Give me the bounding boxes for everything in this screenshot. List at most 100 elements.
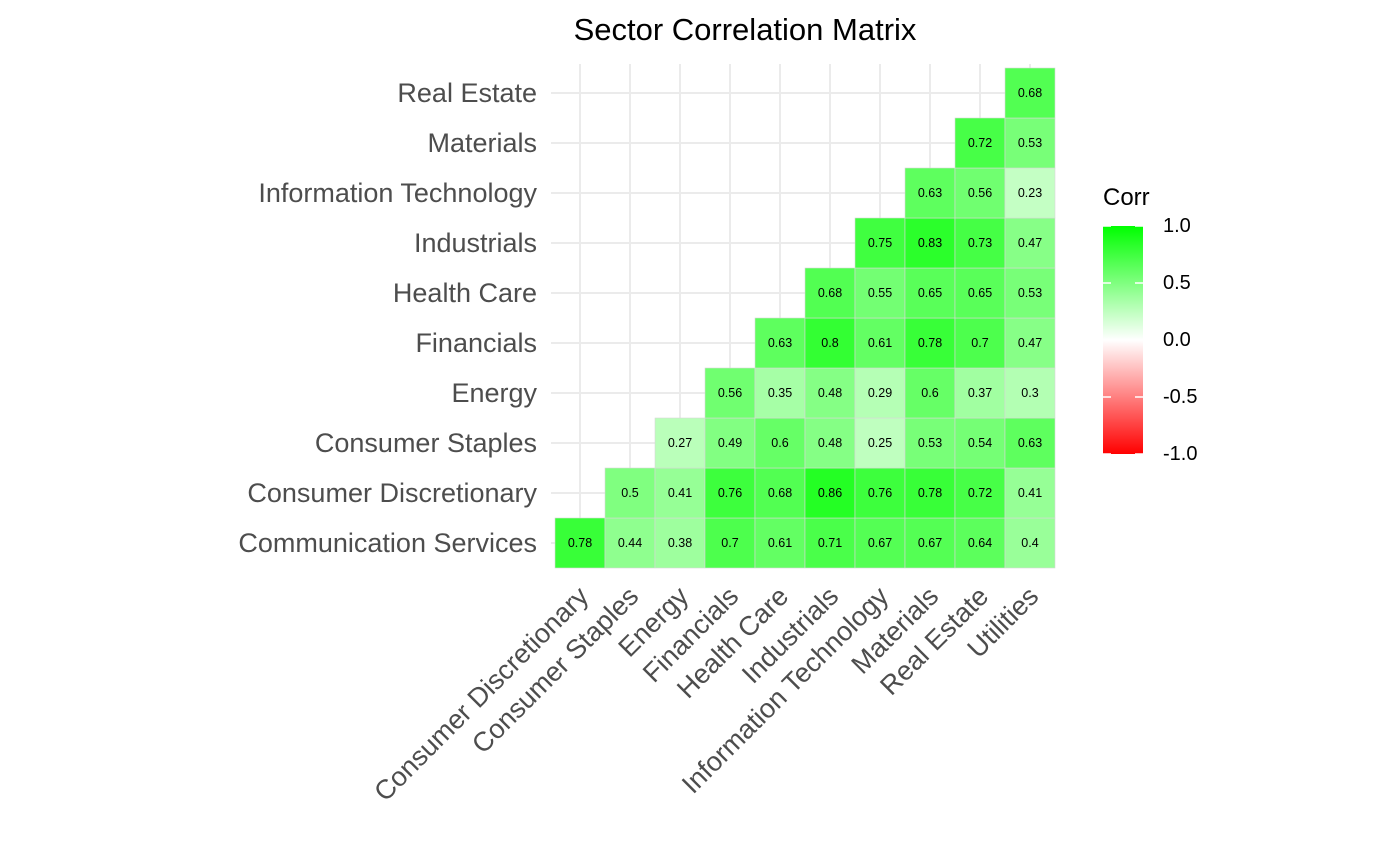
y-tick-label: Health Care <box>393 278 537 308</box>
cell-value-label: 0.63 <box>918 186 942 200</box>
cell-value-labels: 0.78 0.44 0.38 0.7 0.61 0.71 0.67 0.67 0.64 0.4 0.… <box>568 86 1042 550</box>
cell-value-label: 0.86 <box>818 486 842 500</box>
cell-value-label: 0.67 <box>868 536 892 550</box>
heatmap-cell <box>1004 67 1056 119</box>
cell-value-label: 0.76 <box>718 486 742 500</box>
cell-value-label: 0.55 <box>868 286 892 300</box>
heatmap-cell <box>904 267 956 319</box>
heatmap-cell <box>954 517 1006 569</box>
heatmap-cell <box>904 367 956 419</box>
cell-value-label: 0.7 <box>971 336 988 350</box>
cell-value-label: 0.78 <box>918 486 942 500</box>
cell-value-label: 0.47 <box>1018 336 1042 350</box>
cell-value-label: 0.68 <box>1018 86 1042 100</box>
heatmap-cell <box>704 367 756 419</box>
y-tick-label: Real Estate <box>397 78 537 108</box>
chart-title: Sector Correlation Matrix <box>574 12 917 47</box>
heatmap-cell <box>954 167 1006 219</box>
cell-value-label: 0.6 <box>771 436 788 450</box>
cell-value-label: 0.25 <box>868 436 892 450</box>
heatmap-cell <box>604 517 656 569</box>
legend-title: Corr <box>1103 184 1150 211</box>
y-tick-label: Industrials <box>414 228 537 258</box>
legend-tick-label: -0.5 <box>1163 386 1197 408</box>
cell-value-label: 0.72 <box>968 486 992 500</box>
heatmap-cell <box>1004 117 1056 169</box>
heatmap-cell <box>804 467 856 519</box>
cell-value-label: 0.72 <box>968 136 992 150</box>
heatmap-cell <box>554 517 606 569</box>
cell-value-label: 0.53 <box>918 436 942 450</box>
cell-value-label: 0.56 <box>968 186 992 200</box>
y-tick-label: Consumer Staples <box>315 428 537 458</box>
cell-value-label: 0.78 <box>568 536 592 550</box>
cell-value-label: 0.63 <box>1018 436 1042 450</box>
cell-value-label: 0.7 <box>721 536 738 550</box>
y-tick-label: Information Technology <box>258 178 537 208</box>
heatmap-cell <box>654 417 706 469</box>
cell-value-label: 0.65 <box>918 286 942 300</box>
cell-value-label: 0.67 <box>918 536 942 550</box>
cell-value-label: 0.56 <box>718 386 742 400</box>
heatmap-cell <box>604 467 656 519</box>
heatmap-cell <box>654 467 706 519</box>
heatmap-cell <box>854 317 906 369</box>
legend-tick-label: -1.0 <box>1163 443 1197 465</box>
heatmap-cell <box>854 217 906 269</box>
heatmap-cell <box>754 367 806 419</box>
cell-value-label: 0.61 <box>768 536 792 550</box>
heatmap-cell <box>854 467 906 519</box>
cell-value-label: 0.41 <box>668 486 692 500</box>
heatmap-cell <box>754 467 806 519</box>
heatmap-cell <box>704 417 756 469</box>
cell-value-label: 0.48 <box>818 386 842 400</box>
heatmap-cell <box>704 467 756 519</box>
cell-value-label: 0.76 <box>868 486 892 500</box>
y-tick-label: Communication Services <box>238 528 537 558</box>
cell-value-label: 0.37 <box>968 386 992 400</box>
heatmap-cell <box>1004 267 1056 319</box>
y-tick-label: Materials <box>427 128 537 158</box>
cell-value-label: 0.61 <box>868 336 892 350</box>
cell-value-label: 0.64 <box>968 536 992 550</box>
heatmap-cell <box>654 517 706 569</box>
heatmap-cell <box>954 317 1006 369</box>
cell-value-label: 0.54 <box>968 436 992 450</box>
cell-value-label: 0.41 <box>1018 486 1042 500</box>
y-tick-label: Energy <box>451 378 537 408</box>
heatmap-cell <box>904 467 956 519</box>
heatmap-cell <box>1004 417 1056 469</box>
cell-value-label: 0.83 <box>918 236 942 250</box>
cell-value-label: 0.63 <box>768 336 792 350</box>
heatmap-cell <box>754 417 806 469</box>
heatmap-cell <box>1004 217 1056 269</box>
heatmap-cell <box>854 267 906 319</box>
cell-value-label: 0.27 <box>668 436 692 450</box>
heatmap-cells <box>554 67 1056 569</box>
heatmap-cell <box>904 317 956 369</box>
heatmap-cell <box>804 517 856 569</box>
legend-tick-label: 0.0 <box>1163 329 1191 351</box>
cell-value-label: 0.73 <box>968 236 992 250</box>
heatmap-cell <box>904 217 956 269</box>
cell-value-label: 0.44 <box>618 536 642 550</box>
heatmap-cell <box>1004 167 1056 219</box>
cell-value-label: 0.71 <box>818 536 842 550</box>
cell-value-label: 0.5 <box>621 486 638 500</box>
x-tick-label: Consumer Discretionary <box>368 581 594 807</box>
cell-value-label: 0.53 <box>1018 286 1042 300</box>
cell-value-label: 0.35 <box>768 386 792 400</box>
cell-value-label: 0.3 <box>1021 386 1038 400</box>
y-tick-label: Consumer Discretionary <box>247 478 537 508</box>
heatmap-cell <box>1004 517 1056 569</box>
cell-value-label: 0.8 <box>821 336 838 350</box>
heatmap-cell <box>954 367 1006 419</box>
cell-value-label: 0.78 <box>918 336 942 350</box>
y-axis-tick-labels: Communication Services Consumer Discretio… <box>238 78 537 558</box>
cell-value-label: 0.49 <box>718 436 742 450</box>
color-legend: Corr 1.0 0.5 0.0 -0.5 -1.0 <box>1103 184 1197 465</box>
cell-value-label: 0.75 <box>868 236 892 250</box>
heatmap-cell <box>954 417 1006 469</box>
